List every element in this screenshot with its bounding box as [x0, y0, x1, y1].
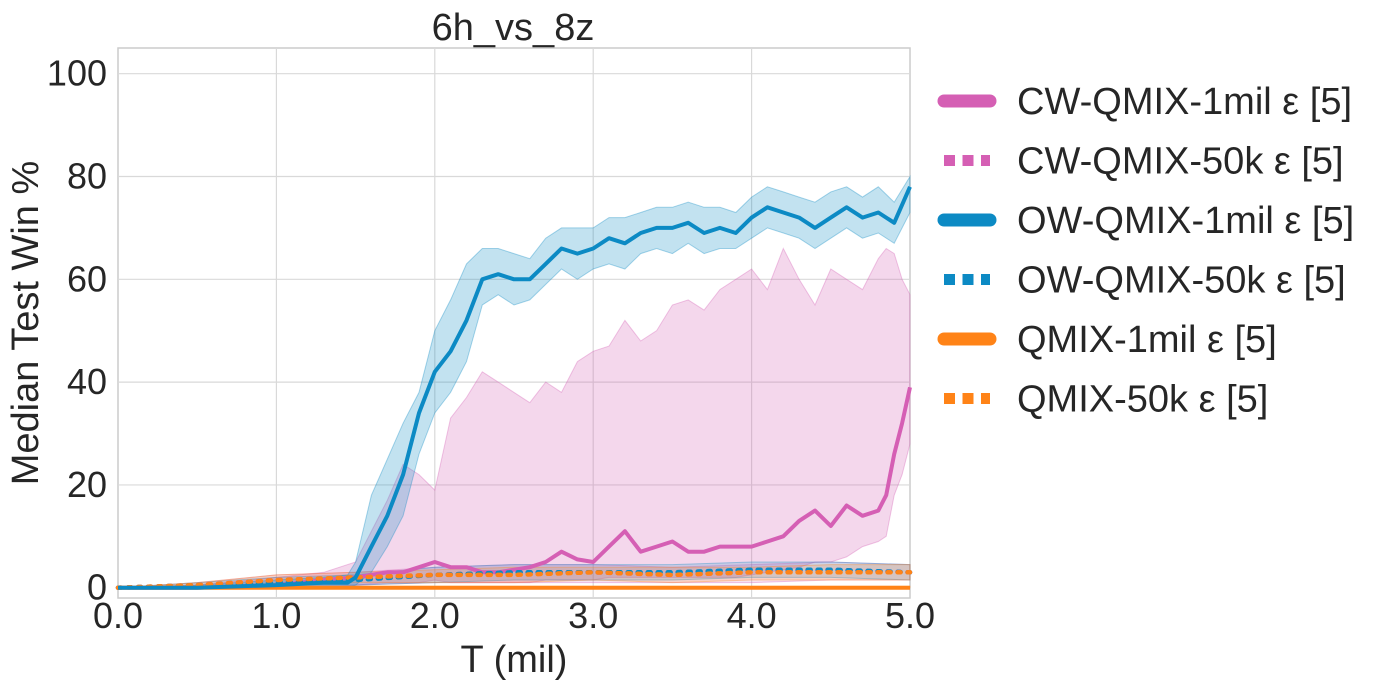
legend-label-1: CW-QMIX-1mil ε [5]	[1017, 81, 1352, 123]
legend-label-3: OW-QMIX-1mil ε [5]	[1017, 200, 1354, 242]
x-tick-label: 3.0	[568, 595, 618, 636]
legend-label-4: OW-QMIX-50k ε [5]	[1017, 260, 1346, 302]
x-tick-label: 1.0	[251, 595, 301, 636]
x-tick-labels: 0.0 1.0 2.0 3.0 4.0 5.0	[93, 595, 935, 636]
series-line-3	[118, 185, 912, 590]
x-tick-label: 0.0	[93, 595, 143, 636]
y-tick-label: 40	[67, 361, 107, 402]
y-axis-label: Median Test Win %	[5, 161, 47, 486]
plot-frame	[117, 47, 911, 599]
x-tick-label: 4.0	[727, 595, 777, 636]
chart-title: 6h_vs_8z	[432, 7, 595, 49]
y-tick-label: 0	[87, 567, 107, 608]
y-tick-label: 100	[47, 53, 107, 94]
y-tick-label: 80	[67, 156, 107, 197]
series-line-1	[118, 386, 912, 590]
series-line-6	[115, 570, 913, 590]
x-tick-label: 5.0	[885, 595, 935, 636]
legend-label-5: QMIX-1mil ε [5]	[1017, 319, 1277, 361]
x-axis-label: T (mil)	[461, 639, 568, 681]
legend-label-2: CW-QMIX-50k ε [5]	[1017, 141, 1344, 183]
legend-label-6: QMIX-50k ε [5]	[1017, 379, 1268, 421]
band-1	[117, 247, 911, 589]
x-tick-label: 2.0	[410, 595, 460, 636]
legend: CW-QMIX-1mil ε [5] CW-QMIX-50k ε [5] OW-QM…	[937, 81, 1354, 421]
series-lines	[115, 185, 913, 590]
y-tick-label: 60	[67, 258, 107, 299]
y-tick-label: 20	[67, 464, 107, 505]
y-tick-labels: 0 20 40 60 80 100	[47, 53, 107, 608]
grid	[118, 48, 910, 598]
